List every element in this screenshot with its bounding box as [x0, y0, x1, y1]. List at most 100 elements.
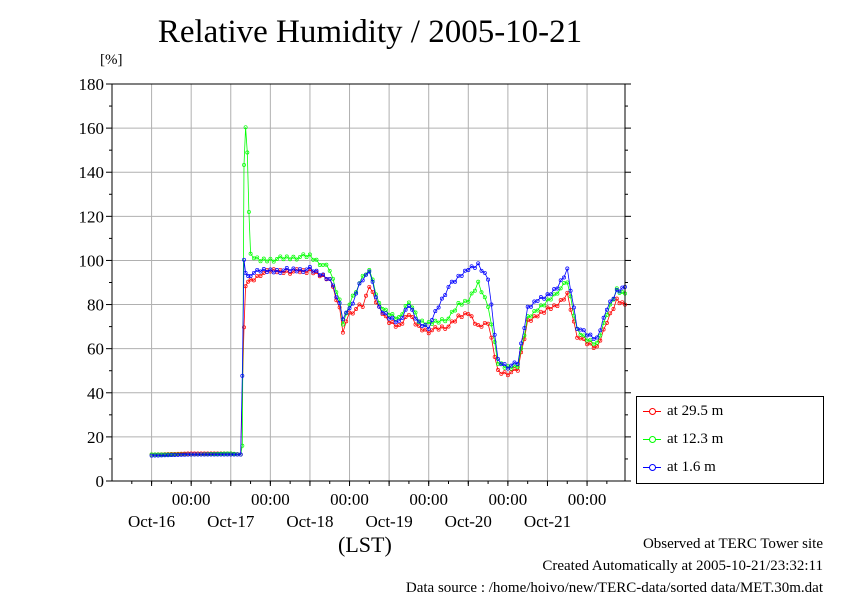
- series-point: [364, 293, 368, 298]
- y-tick-label: 40: [87, 384, 104, 403]
- series-point: [466, 268, 471, 272]
- series-point: [446, 316, 451, 321]
- series-point: [519, 341, 524, 346]
- y-axis-ticks: 0 20 40 60 80 100 120 140 160 180: [79, 75, 631, 491]
- series-point: [571, 305, 576, 310]
- series-point: [436, 320, 441, 325]
- series-point: [565, 266, 570, 271]
- legend-label: at 12.3 m: [667, 430, 724, 447]
- series-point: [251, 278, 256, 283]
- series-point: [598, 328, 603, 333]
- series-point: [568, 307, 573, 312]
- series-point: [340, 330, 345, 335]
- y-tick-label: 120: [79, 207, 105, 226]
- series-point: [294, 257, 299, 262]
- series-point: [278, 254, 283, 259]
- series-point: [433, 309, 438, 314]
- chart-title: Relative Humidity / 2005-10-21: [157, 14, 583, 50]
- series-point: [499, 371, 504, 376]
- series-point: [436, 305, 441, 310]
- series-point: [617, 289, 622, 294]
- series-point: [337, 301, 342, 305]
- series-point: [466, 299, 471, 304]
- series-point: [278, 270, 283, 275]
- series-line: [151, 268, 626, 455]
- legend-label: at 1.6 m: [667, 458, 716, 475]
- series-point: [242, 325, 246, 330]
- series-point: [476, 323, 481, 328]
- series-point: [301, 269, 306, 274]
- series-point: [350, 293, 355, 298]
- series-point: [245, 150, 250, 155]
- series-point: [558, 278, 563, 283]
- series-point: [246, 274, 251, 278]
- series-point: [598, 338, 603, 343]
- series-point: [538, 295, 543, 300]
- series-point: [340, 317, 345, 322]
- series-point: [535, 298, 540, 303]
- series-point: [360, 304, 365, 309]
- series-point: [246, 279, 251, 284]
- series-point: [400, 315, 405, 320]
- series-point: [298, 254, 302, 259]
- series-point: [281, 257, 286, 262]
- series-point: [383, 307, 388, 312]
- series-point: [288, 268, 293, 273]
- series-point: [453, 308, 458, 313]
- series-point: [258, 259, 263, 264]
- series-point: [472, 288, 477, 293]
- series-point: [406, 304, 411, 309]
- y-tick-label: 160: [79, 119, 105, 138]
- series-point: [446, 324, 451, 329]
- series-point: [370, 279, 375, 284]
- series-point: [443, 326, 448, 331]
- series-point: [496, 356, 500, 361]
- series-point: [284, 254, 289, 259]
- series-point: [284, 266, 289, 270]
- series-point: [522, 337, 527, 342]
- legend-label: at 29.5 m: [667, 402, 724, 419]
- series-point: [502, 362, 507, 367]
- series-point: [243, 270, 248, 275]
- series-point: [354, 291, 359, 296]
- series-point: [608, 311, 613, 316]
- series-point: [367, 284, 372, 289]
- series-point: [595, 335, 599, 340]
- series-point: [492, 332, 497, 337]
- series-point: [555, 304, 560, 309]
- series-point: [581, 337, 586, 341]
- footer-site: Observed at TERC Tower site: [642, 536, 823, 552]
- series-point: [360, 278, 365, 283]
- series-point: [469, 291, 474, 296]
- series-point: [486, 304, 491, 309]
- series-point: [406, 300, 411, 305]
- series-point: [492, 339, 497, 344]
- series-point: [403, 307, 408, 312]
- series-point: [565, 290, 570, 295]
- series-point: [344, 310, 349, 315]
- series-point: [542, 303, 547, 308]
- plot-frame: [111, 83, 626, 482]
- series-point: [413, 316, 418, 321]
- series-point: [291, 254, 296, 259]
- series-point: [258, 269, 263, 274]
- series-point: [472, 321, 477, 326]
- series-point: [367, 269, 372, 274]
- series-point: [529, 318, 533, 323]
- series-point: [611, 296, 616, 301]
- series-point: [476, 279, 481, 284]
- x-tick-time-label: 00:00: [330, 490, 369, 509]
- x-tick-time-label: 00:00: [489, 490, 528, 509]
- series-point: [337, 305, 342, 310]
- series-point: [268, 256, 273, 261]
- series-point: [453, 279, 458, 284]
- series-point: [364, 272, 368, 277]
- series-point: [548, 297, 553, 302]
- series-point: [548, 292, 553, 297]
- series-point: [479, 290, 484, 295]
- series-point: [581, 328, 586, 333]
- series-point: [360, 273, 365, 278]
- series-point: [509, 363, 514, 368]
- series-point: [251, 270, 256, 275]
